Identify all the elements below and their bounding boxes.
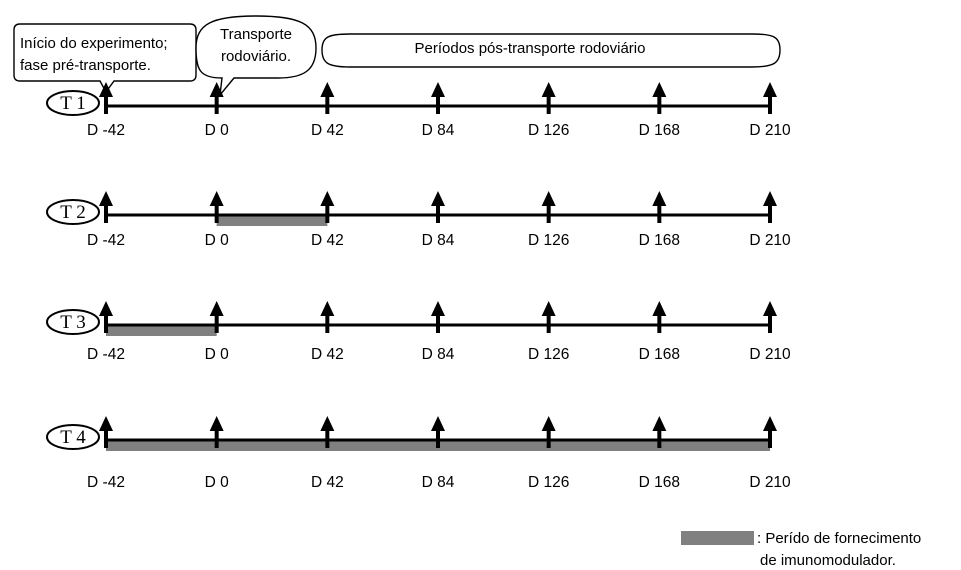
tick-label: D 168 [639,122,680,139]
tick-label: D -42 [87,474,125,491]
tick-label: D 210 [749,474,791,491]
callout-post-transport-text: Períodos pós-transporte rodoviário [415,40,646,57]
legend-swatch [681,531,754,545]
treatment-label-ellipse [46,309,100,335]
arrow-head [652,82,667,97]
arrow-head [541,191,556,206]
tick-label: D 126 [528,232,569,249]
tick-label: D 168 [639,346,680,363]
tick-label: D 168 [639,474,680,491]
legend-line-1: : Perído de fornecimento [757,530,921,547]
supply-period-bar [216,214,328,226]
arrow-head [763,82,777,97]
tick-label: D 42 [311,122,344,139]
arrow-head [99,191,113,206]
arrow-head [99,301,113,316]
tick-label: D 42 [311,346,344,363]
arrow-head [209,191,224,206]
timeline-t4: D -42 D 0 D 42 D 84 D 126 D 168 D 210 T 4 [46,416,791,491]
tick-label: D -42 [87,232,125,249]
callout-start-line-1: Início do experimento; [20,35,168,52]
callout-transport-bubble [195,15,317,98]
tick-label: D 168 [639,232,680,249]
arrow-head [209,82,224,97]
legend-line-2: de imunomodulador. [760,552,896,569]
tick-label: D 0 [205,474,230,491]
tick-label: D 126 [528,122,569,139]
tick-label: D 0 [205,346,230,363]
tick-label: D 42 [311,474,344,491]
arrow-head [541,301,556,316]
arrow-head [763,191,777,206]
tick-label: D 210 [749,346,791,363]
treatment-label: T 3 [60,312,86,333]
tick-label: D 84 [422,474,455,491]
callout-start-line-2: fase pré-transporte. [20,57,151,74]
arrow-head [541,82,556,97]
arrow-head [431,82,445,97]
arrow-head [99,416,113,431]
arrow-head [320,191,335,206]
callout-transport-line-1: Transporte [220,26,292,43]
callout-start-bubble [13,23,197,94]
arrow-head [652,301,667,316]
callout-post-transport: Períodos pós-transporte rodoviário [321,33,781,68]
legend: : Perído de fornecimento de imunomodulad… [681,530,921,569]
tick-label: D 0 [205,232,230,249]
arrow-head [431,301,445,316]
callout-post-transport-bubble [321,33,781,68]
treatment-label-ellipse [46,424,100,450]
arrow-head [763,301,777,316]
tick-label: D -42 [87,122,125,139]
tick-label: D 126 [528,474,569,491]
arrow-head [763,416,777,431]
timeline-t3: D -42 D 0 D 42 D 84 D 126 D 168 D 210 T 3 [46,301,791,363]
arrow-head [541,416,556,431]
timeline-t1: D -42 D 0 D 42 D 84 D 126 D 168 D 210 T 1 [46,82,791,139]
tick-label: D 210 [749,122,791,139]
treatment-label: T 1 [60,93,86,114]
callout-transport: Transporte rodoviário. [195,15,317,98]
arrow-head [209,416,224,431]
arrow-head [652,416,667,431]
arrow-head [99,82,113,97]
tick-label: D 0 [205,122,230,139]
treatment-label-ellipse [46,199,100,225]
arrow-head [320,82,335,97]
tick-label: D 84 [422,232,455,249]
tick-label: D 84 [422,346,455,363]
treatment-label: T 4 [60,427,86,448]
arrow-head [209,301,224,316]
supply-period-bar [106,324,217,336]
arrow-head [431,191,445,206]
arrow-head [320,416,335,431]
treatment-label-ellipse [46,90,100,116]
tick-label: D 126 [528,346,569,363]
tick-label: D 84 [422,122,455,139]
callout-start: Início do experimento; fase pré-transpor… [13,23,197,94]
timeline-t2: D -42 D 0 D 42 D 84 D 126 D 168 D 210 T 2 [46,191,791,249]
tick-label: D 210 [749,232,791,249]
arrow-head [431,416,445,431]
callout-transport-line-2: rodoviário. [221,48,291,65]
arrow-head [320,301,335,316]
tick-label: D -42 [87,346,125,363]
arrow-head [652,191,667,206]
treatment-label: T 2 [60,202,86,223]
tick-label: D 42 [311,232,344,249]
